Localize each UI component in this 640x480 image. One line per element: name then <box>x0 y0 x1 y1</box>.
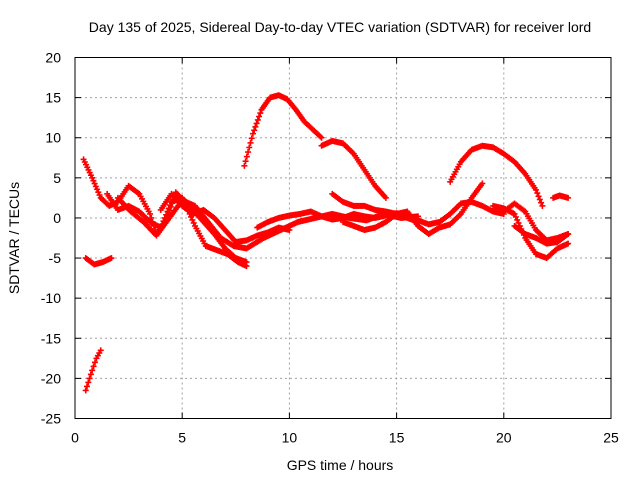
series-arc-2 <box>82 255 115 268</box>
data-point <box>479 180 486 187</box>
y-tick-label: 10 <box>45 130 61 146</box>
plot-frame <box>74 57 612 419</box>
x-tick-label: 0 <box>71 430 79 446</box>
series-arc-6 <box>157 190 293 246</box>
data-point <box>536 196 543 203</box>
series-arc-12 <box>447 142 546 209</box>
y-tick-label: 15 <box>45 90 61 106</box>
data-point <box>86 375 93 382</box>
data-point <box>286 226 293 233</box>
y-tick-label: -20 <box>41 370 61 386</box>
data-point <box>108 255 115 262</box>
data-point <box>511 210 518 217</box>
y-tick-label: -10 <box>41 290 61 306</box>
data-point <box>243 259 250 266</box>
y-axis-label: SDTVAR / TECUs <box>6 182 22 294</box>
data-point <box>257 110 264 117</box>
y-tick-label: 0 <box>53 210 61 226</box>
data-point <box>189 216 196 223</box>
data-point <box>251 127 258 134</box>
data-point <box>254 116 261 123</box>
data-point <box>515 219 522 226</box>
data-point <box>84 383 91 390</box>
data-point <box>163 211 170 218</box>
data-point <box>538 199 545 206</box>
data-point <box>87 371 94 378</box>
data-point <box>532 186 539 193</box>
data-point <box>539 202 546 209</box>
data-point <box>253 120 260 127</box>
y-tick-label: -5 <box>49 250 62 266</box>
data-point <box>147 210 154 217</box>
data-point <box>97 347 104 354</box>
data-point <box>535 193 542 200</box>
data-point <box>249 130 256 137</box>
data-point <box>190 219 197 226</box>
data-point <box>534 190 541 197</box>
data-point <box>514 216 521 223</box>
data-point <box>85 379 92 386</box>
data-point <box>167 202 174 209</box>
data-point <box>382 194 389 201</box>
series-arc-16 <box>550 192 572 201</box>
data-point <box>246 144 253 151</box>
data-point <box>90 363 97 370</box>
data-point <box>243 153 250 160</box>
data-point <box>82 387 89 394</box>
data-point <box>245 149 252 156</box>
x-tick-label: 10 <box>282 430 298 446</box>
series-arc-1 <box>82 347 104 394</box>
data-point <box>242 158 249 165</box>
x-tick-label: 5 <box>178 430 186 446</box>
data-point <box>164 208 171 215</box>
y-axis: -25 -20 -15 -10 -5 0 5 10 15 20 <box>41 50 611 427</box>
x-tick-label: 15 <box>389 430 405 446</box>
data-point <box>256 113 263 120</box>
series-arc-8 <box>318 137 389 201</box>
data-point <box>565 240 572 247</box>
data-point <box>252 123 259 130</box>
data-points <box>80 92 572 394</box>
x-tick-label: 20 <box>496 430 512 446</box>
data-point <box>89 367 96 374</box>
y-tick-label: 5 <box>53 170 61 186</box>
series-arc-13 <box>490 202 572 262</box>
data-point <box>165 205 172 212</box>
x-axis: 0 5 10 15 20 25 <box>71 57 619 446</box>
data-point <box>318 134 325 141</box>
x-tick-label: 25 <box>603 430 619 446</box>
grid <box>75 57 611 419</box>
data-point <box>248 135 255 142</box>
series-arc-9 <box>254 198 507 231</box>
series-arc-15 <box>511 222 572 247</box>
x-axis-label: GPS time / hours <box>287 457 394 473</box>
data-point <box>512 213 519 220</box>
y-tick-label: -25 <box>41 411 61 427</box>
y-tick-label: 20 <box>45 50 61 66</box>
data-point <box>241 162 248 169</box>
y-tick-label: -15 <box>41 330 61 346</box>
data-point <box>247 139 254 146</box>
data-point <box>92 359 99 366</box>
data-point <box>565 230 572 237</box>
chart-title: Day 135 of 2025, Sidereal Day-to-day VTE… <box>89 19 591 35</box>
series-arc-7 <box>241 92 325 169</box>
series-arc-11 <box>340 180 486 237</box>
data-point <box>565 194 572 201</box>
series-arc-3 <box>80 156 250 270</box>
